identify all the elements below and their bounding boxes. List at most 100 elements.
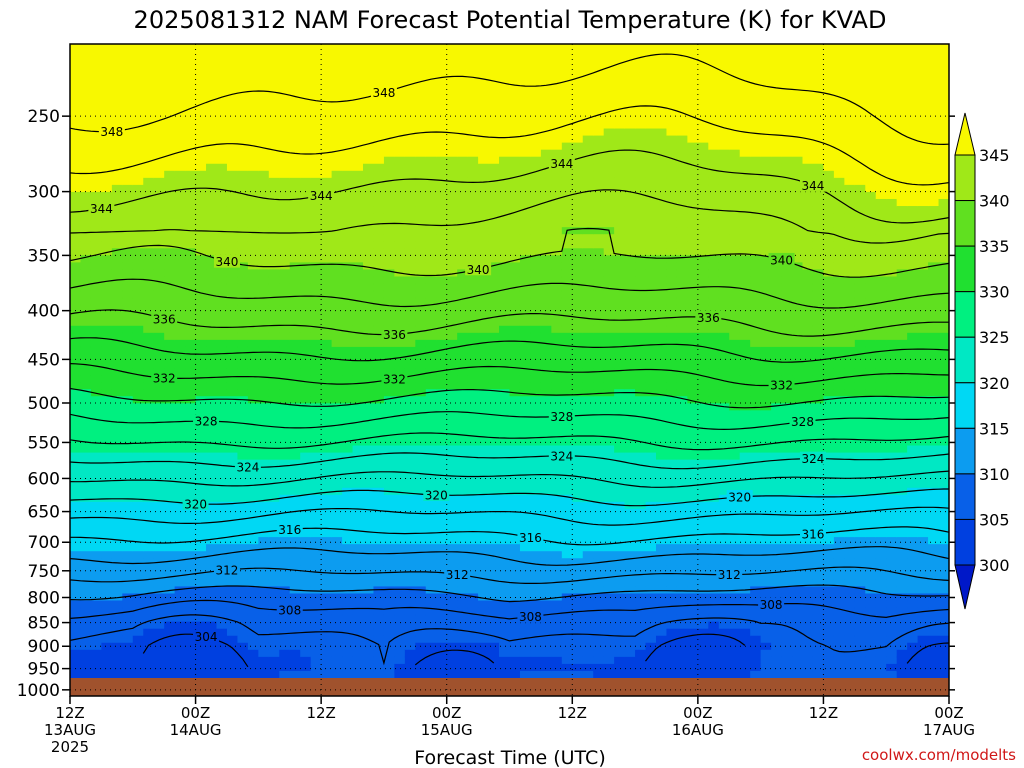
heatmap-cell — [383, 142, 395, 151]
heatmap-cell — [509, 220, 521, 228]
heatmap-cell — [321, 142, 333, 151]
heatmap-cell — [300, 163, 312, 172]
heatmap-cell — [247, 410, 259, 418]
heatmap-cell — [383, 255, 395, 263]
heatmap-cell — [80, 487, 92, 496]
heatmap-cell — [582, 487, 594, 496]
heatmap-cell — [425, 382, 437, 390]
heatmap-cell — [352, 100, 364, 108]
heatmap-cell — [561, 438, 573, 447]
heatmap-cell — [164, 572, 176, 580]
heatmap-cell — [363, 44, 375, 52]
heatmap-cell — [132, 558, 144, 566]
heatmap-cell — [509, 572, 521, 580]
heatmap-cell — [132, 283, 144, 292]
heatmap-cell — [415, 544, 427, 552]
heatmap-cell — [174, 445, 186, 454]
heatmap-cell — [247, 586, 259, 595]
heatmap-cell — [226, 537, 239, 545]
heatmap-cell — [446, 332, 458, 341]
heatmap-cell — [561, 234, 573, 242]
heatmap-cell — [457, 346, 469, 355]
heatmap-cell — [488, 198, 500, 207]
heatmap-cell — [310, 65, 322, 73]
heatmap-cell — [258, 382, 270, 390]
heatmap-cell — [415, 72, 427, 80]
heatmap-cell — [561, 198, 573, 207]
heatmap-cell — [603, 276, 615, 285]
heatmap-cell — [446, 361, 458, 369]
heatmap-cell — [373, 325, 385, 334]
heatmap-cell — [530, 135, 542, 144]
heatmap-cell — [467, 51, 479, 59]
heatmap-cell — [237, 107, 249, 116]
heatmap-cell — [425, 107, 437, 116]
heatmap-cell — [363, 149, 375, 158]
heatmap-cell — [258, 65, 270, 73]
heatmap-cell — [404, 58, 416, 66]
heatmap-cell — [143, 572, 155, 580]
heatmap-cell — [300, 213, 312, 221]
heatmap-cell — [467, 656, 479, 665]
heatmap-cell — [363, 424, 375, 433]
heatmap-cell — [373, 297, 385, 306]
heatmap-cell — [499, 445, 511, 454]
heatmap-cell — [70, 600, 82, 609]
heatmap-cell — [561, 614, 573, 623]
heatmap-cell — [488, 220, 500, 228]
heatmap-cell — [635, 579, 647, 588]
heatmap-cell — [331, 466, 343, 475]
heatmap-cell — [279, 135, 291, 144]
heatmap-cell — [331, 621, 343, 630]
heatmap-cell — [237, 382, 249, 390]
heatmap-cell — [111, 368, 123, 376]
heatmap-cell — [226, 396, 239, 404]
heatmap-cell — [300, 86, 312, 94]
heatmap-cell — [185, 177, 197, 186]
heatmap-cell — [70, 248, 82, 256]
heatmap-cell — [499, 107, 511, 116]
heatmap-cell — [603, 452, 615, 461]
heatmap-cell — [90, 410, 102, 418]
heatmap-cell — [383, 135, 395, 144]
heatmap-cell — [331, 445, 343, 454]
heatmap-cell — [310, 234, 322, 242]
heatmap-cell — [499, 642, 511, 651]
heatmap-cell — [635, 220, 647, 228]
heatmap-cell — [635, 72, 647, 80]
heatmap-cell — [415, 227, 427, 235]
heatmap-cell — [195, 368, 207, 376]
heatmap-cell — [519, 311, 532, 320]
heatmap-cell — [394, 445, 406, 454]
heatmap-cell — [321, 558, 333, 566]
heatmap-cell — [164, 635, 176, 644]
heatmap-cell — [237, 410, 249, 418]
heatmap-cell — [415, 649, 427, 658]
heatmap-cell — [530, 494, 542, 503]
heatmap-cell — [551, 142, 563, 151]
heatmap-cell — [488, 86, 500, 94]
heatmap-cell — [488, 283, 500, 292]
heatmap-cell — [331, 290, 343, 299]
heatmap-cell — [530, 487, 542, 496]
heatmap-cell — [111, 445, 123, 454]
heatmap-cell — [394, 58, 406, 66]
heatmap-cell — [488, 523, 500, 531]
heatmap-cell — [143, 417, 155, 425]
heatmap-cell — [436, 523, 448, 531]
heatmap-cell — [457, 551, 469, 559]
heatmap-cell — [488, 72, 500, 80]
heatmap-cell — [478, 628, 490, 637]
heatmap-cell — [415, 135, 427, 144]
heatmap-cell — [457, 241, 469, 249]
heatmap-cell — [540, 656, 552, 665]
heatmap-cell — [247, 515, 259, 524]
heatmap-cell — [174, 473, 186, 482]
heatmap-cell — [478, 501, 490, 510]
heatmap-cell — [70, 156, 82, 165]
heatmap-cell — [394, 135, 406, 144]
heatmap-cell — [226, 544, 239, 552]
heatmap-cell — [383, 163, 395, 172]
heatmap-cell — [446, 600, 458, 609]
heatmap-cell — [352, 58, 364, 66]
